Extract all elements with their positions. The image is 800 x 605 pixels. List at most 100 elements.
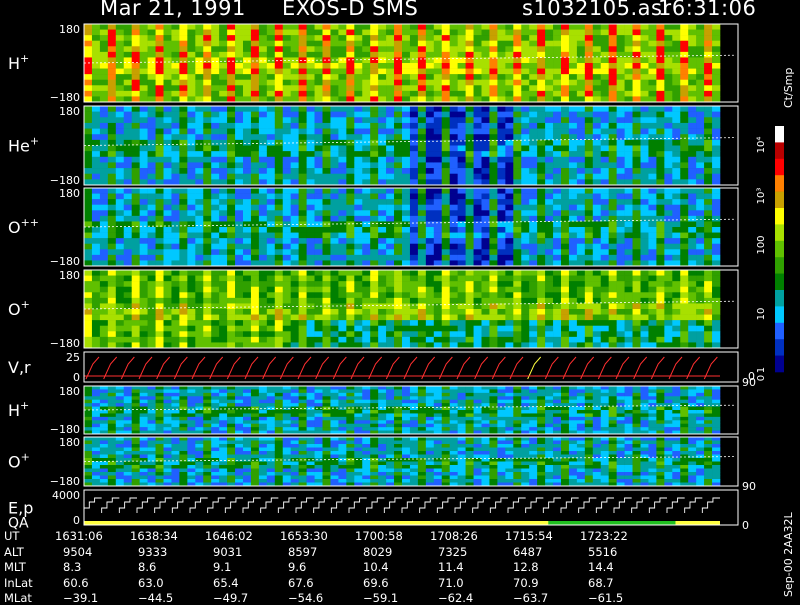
time-row-value: 1715:54 bbox=[505, 529, 553, 543]
colorbar-swatch bbox=[775, 142, 784, 159]
time-row-value: 9333 bbox=[138, 545, 167, 559]
colorbar-zero: 0 bbox=[748, 370, 755, 383]
y-max-label: 180 bbox=[59, 105, 80, 118]
right-axis-label: 0 bbox=[742, 519, 749, 532]
panel-label: O++ bbox=[8, 216, 39, 237]
time-row-value: −59.1 bbox=[363, 591, 398, 605]
y-max-label: 4000 bbox=[52, 489, 80, 502]
time-row-value: 1631:06 bbox=[55, 529, 103, 543]
time-row-value: 12.8 bbox=[513, 560, 539, 574]
colorbar-swatch bbox=[775, 241, 784, 258]
colorbar-swatch bbox=[775, 224, 784, 241]
colorbar-swatch bbox=[775, 192, 784, 209]
colorbar-label: 10 bbox=[756, 308, 767, 321]
plot-instrument: EXOS-D SMS bbox=[282, 0, 418, 20]
time-row-value: 9.6 bbox=[288, 560, 306, 574]
time-row-name: ALT bbox=[4, 545, 24, 559]
time-row-value: −61.5 bbox=[588, 591, 623, 605]
plot-date: Mar 21, 1991 bbox=[100, 0, 246, 20]
plot-time: 16:31:06 bbox=[658, 0, 756, 20]
y-max-label: 180 bbox=[59, 187, 80, 200]
time-row-value: 1708:26 bbox=[430, 529, 478, 543]
y-min-label: −180 bbox=[50, 475, 80, 488]
time-row-name: MLat bbox=[4, 591, 32, 605]
time-row-value: 1646:02 bbox=[205, 529, 253, 543]
y-min-label: −180 bbox=[50, 91, 80, 104]
panel-label: H+ bbox=[8, 399, 29, 420]
time-row-value: 1653:30 bbox=[280, 529, 328, 543]
colorbar-swatch bbox=[775, 126, 784, 143]
time-row-value: 1723:22 bbox=[580, 529, 628, 543]
time-row-value: 70.9 bbox=[513, 576, 539, 590]
time-row-value: −39.1 bbox=[63, 591, 98, 605]
colorbar-swatch bbox=[775, 257, 784, 274]
y-max-label: 180 bbox=[59, 385, 80, 398]
time-row-value: 71.0 bbox=[438, 576, 464, 590]
time-row-value: −49.7 bbox=[213, 591, 248, 605]
colorbar-units: Ct/Smp bbox=[782, 68, 795, 108]
time-row-value: 68.7 bbox=[588, 576, 614, 590]
colorbar-swatch bbox=[775, 356, 784, 373]
time-row-value: 65.4 bbox=[213, 576, 239, 590]
panel-frame bbox=[84, 490, 738, 525]
version-label: Sep-00 2AA32L bbox=[782, 512, 795, 597]
y-max-label: 180 bbox=[59, 269, 80, 282]
panel-o-plus-2 bbox=[84, 437, 736, 486]
panel-label: H+ bbox=[8, 52, 29, 73]
colorbar-swatch bbox=[775, 274, 784, 291]
y-min-label: 0 bbox=[73, 371, 80, 384]
time-row-value: 8.3 bbox=[63, 560, 81, 574]
panel-label: He+ bbox=[8, 135, 39, 156]
time-row-value: 63.0 bbox=[138, 576, 164, 590]
y-min-label: −180 bbox=[50, 337, 80, 350]
panel-h-plus-2 bbox=[84, 386, 736, 434]
time-row-value: −54.6 bbox=[288, 591, 323, 605]
colorbar-swatch bbox=[775, 339, 784, 356]
time-row-value: 9504 bbox=[63, 545, 92, 559]
panel-he-plus bbox=[84, 106, 736, 185]
panel-label: V,r bbox=[8, 358, 31, 377]
time-row-name: MLT bbox=[4, 560, 26, 574]
time-row-name: UT bbox=[4, 529, 19, 543]
colorbar-swatch bbox=[775, 323, 784, 340]
panel-o-plusplus bbox=[84, 188, 736, 266]
time-row-value: 8.6 bbox=[138, 560, 156, 574]
time-row-value: 1638:34 bbox=[130, 529, 178, 543]
y-max-label: 180 bbox=[59, 23, 80, 36]
panel-frame bbox=[84, 352, 738, 382]
panel-label: O+ bbox=[8, 451, 30, 472]
panel-o-plus bbox=[84, 270, 736, 348]
qa-bar-green bbox=[548, 521, 675, 525]
colorbar-swatch bbox=[775, 306, 784, 323]
time-row-value: −44.5 bbox=[138, 591, 173, 605]
time-row-value: 1700:58 bbox=[355, 529, 403, 543]
y-max-label: 25 bbox=[66, 351, 80, 364]
time-row-value: 11.4 bbox=[438, 560, 464, 574]
colorbar-swatch bbox=[775, 290, 784, 307]
y-min-label: −180 bbox=[50, 423, 80, 436]
colorbar-label: 0 bbox=[756, 375, 767, 381]
time-row-value: 69.6 bbox=[363, 576, 389, 590]
energy-trace bbox=[84, 498, 720, 513]
time-row-value: 8029 bbox=[363, 545, 392, 559]
y-min-label: 0 bbox=[73, 514, 80, 527]
colorbar-swatch bbox=[775, 159, 784, 176]
time-row-value: −63.7 bbox=[513, 591, 548, 605]
colorbar-label: 10³ bbox=[756, 188, 767, 205]
colorbar-swatch bbox=[775, 175, 784, 192]
colorbar-label: 100 bbox=[756, 235, 767, 254]
colorbar-swatch bbox=[775, 208, 784, 225]
panel-vr bbox=[84, 357, 720, 379]
time-row-value: 5516 bbox=[588, 545, 617, 559]
time-row-value: 8597 bbox=[288, 545, 317, 559]
time-row-value: 10.4 bbox=[363, 560, 389, 574]
time-row-name: InLat bbox=[4, 576, 33, 590]
time-row-value: −62.4 bbox=[438, 591, 473, 605]
panel-h-plus bbox=[84, 24, 736, 102]
colorbar-label: 10⁴ bbox=[756, 137, 767, 154]
plot-file: s1032105.asr bbox=[522, 0, 672, 20]
y-min-label: −180 bbox=[50, 255, 80, 268]
y-min-label: −180 bbox=[50, 174, 80, 187]
